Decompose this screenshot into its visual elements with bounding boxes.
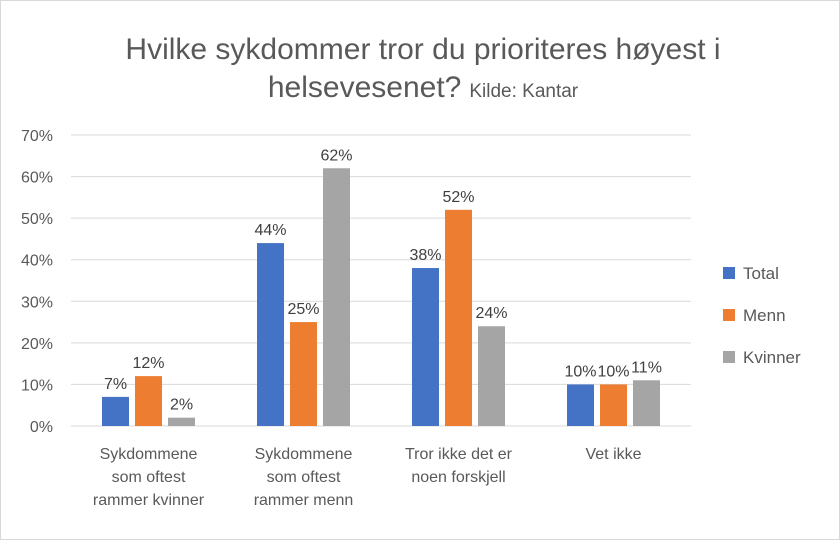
bar-kvinner — [168, 417, 195, 426]
data-label: 12% — [132, 355, 164, 372]
bar-total — [567, 384, 594, 426]
data-label: 7% — [104, 376, 127, 393]
data-label: 2% — [170, 397, 193, 414]
gridlines — [71, 134, 691, 427]
legend-label-kvinner: Kvinner — [743, 348, 801, 367]
y-tick-label: 0% — [30, 419, 53, 436]
x-category-label: som oftest — [112, 469, 186, 486]
data-label: 25% — [287, 301, 319, 318]
x-category-label: Vet ikke — [585, 446, 641, 463]
x-category-label: som oftest — [267, 469, 341, 486]
x-category-label: Sykdommene — [255, 446, 353, 463]
bars — [102, 168, 660, 426]
x-category-label: Sykdommene — [100, 446, 198, 463]
legend-swatch-total — [723, 267, 735, 279]
data-label: 52% — [442, 189, 474, 206]
data-label: 10% — [597, 363, 629, 380]
x-category-label: rammer menn — [254, 492, 354, 509]
data-label: 38% — [409, 247, 441, 264]
bar-menn — [600, 384, 627, 426]
y-tick-label: 30% — [21, 294, 53, 311]
chart-subtitle: Kilde: Kantar — [469, 81, 578, 102]
bar-menn — [290, 322, 317, 426]
y-tick-label: 70% — [21, 128, 53, 145]
bar-kvinner — [633, 380, 660, 426]
y-tick-label: 60% — [21, 170, 53, 187]
legend-label-total: Total — [743, 264, 779, 283]
bar-menn — [135, 376, 162, 426]
y-tick-label: 10% — [21, 377, 53, 394]
data-label: 24% — [475, 305, 507, 322]
chart-title-line1: Hvilke sykdommer tror du prioriteres høy… — [125, 33, 720, 66]
legend-swatch-menn — [723, 309, 735, 321]
x-axis-category-labels: Sykdommene som oftest rammer kvinner Sykdom… — [93, 446, 642, 509]
y-tick-label: 40% — [21, 253, 53, 270]
legend: Total Menn Kvinner — [723, 264, 801, 367]
bar-total — [412, 268, 439, 426]
x-category-label: rammer kvinner — [93, 492, 205, 509]
data-label: 10% — [564, 363, 596, 380]
y-axis-tick-labels: 0% 10% 20% 30% 40% 50% 60% 70% — [21, 128, 53, 436]
data-labels: 7%12%2%44%25%62%38%52%24%10% 10% 11% — [104, 147, 662, 413]
chart-title-line2: helsevesenet? Kilde: Kantar — [268, 71, 579, 104]
data-label: 62% — [320, 147, 352, 164]
y-tick-label: 20% — [21, 336, 53, 353]
legend-label-menn: Menn — [743, 306, 786, 325]
bar-total — [102, 396, 129, 426]
x-category-label: Tror ikke det er — [405, 446, 513, 463]
bar-kvinner — [478, 326, 505, 426]
bar-total — [257, 243, 284, 426]
y-tick-label: 50% — [21, 211, 53, 228]
data-label: 44% — [254, 222, 286, 239]
data-label: 11% — [631, 359, 662, 376]
bar-menn — [445, 209, 472, 426]
bar-kvinner — [323, 168, 350, 426]
legend-swatch-kvinner — [723, 351, 735, 363]
x-category-label: noen forskjell — [411, 469, 505, 486]
